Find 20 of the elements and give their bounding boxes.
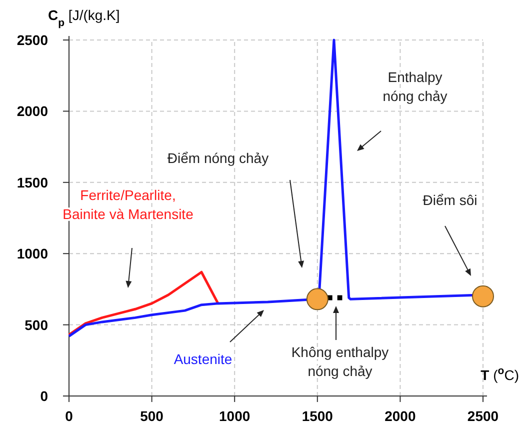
text: Austenite: [174, 351, 232, 367]
line-series: [68, 270, 220, 336]
x-tick-label: 500: [140, 408, 164, 424]
annotation: Không enthalpy nóng chảy: [291, 344, 389, 379]
x-tick-label: 1500: [302, 408, 334, 424]
annotation: Enthalpy nóng chảy: [382, 69, 448, 104]
y-tick-label: 1500: [16, 174, 48, 190]
y-tick-label: 1000: [16, 246, 48, 262]
y-tick-label: 0: [40, 388, 48, 404]
annotation: Điểm sôi: [422, 192, 478, 208]
y-tick-label: 2500: [16, 32, 48, 48]
x-axis-title: T ($^{o}$C): [480, 365, 519, 383]
y-tick-label: 2000: [16, 103, 48, 120]
y-tick-label: 500: [24, 316, 48, 333]
y-axis-title: C$_{p}$ [J/(kg.K]: [48, 7, 120, 29]
x-tick-label: 2500: [467, 408, 499, 424]
x-tick-label: 1000: [219, 408, 250, 424]
annotation: Điểm nóng chảy: [167, 150, 269, 166]
x-tick-label: 0: [65, 408, 74, 424]
x-tick-label: 2000: [384, 408, 416, 424]
